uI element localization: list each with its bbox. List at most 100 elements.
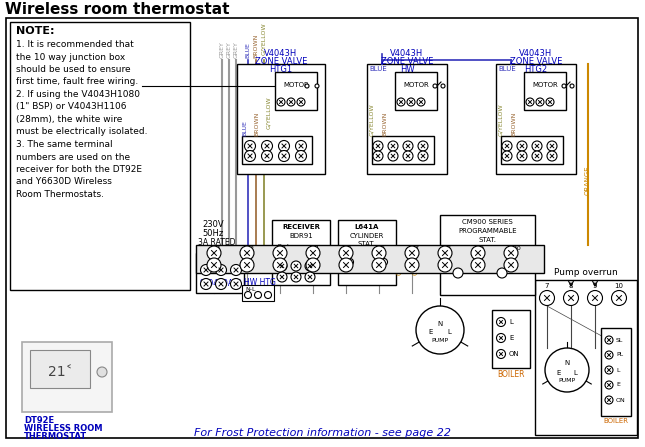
- Circle shape: [372, 246, 386, 260]
- Text: NOTE:: NOTE:: [16, 26, 54, 36]
- Text: 3: 3: [282, 246, 286, 251]
- Bar: [242, 136, 312, 164]
- Bar: [535, 280, 637, 435]
- Text: ON: ON: [616, 397, 626, 402]
- Circle shape: [397, 98, 405, 106]
- Bar: [242, 285, 274, 301]
- Circle shape: [244, 140, 255, 152]
- Circle shape: [230, 278, 241, 290]
- Circle shape: [291, 272, 301, 282]
- Text: E: E: [557, 370, 561, 376]
- Bar: [22, 342, 112, 412]
- Circle shape: [416, 306, 464, 354]
- Circle shape: [279, 140, 290, 152]
- Circle shape: [277, 98, 285, 106]
- Text: BLUE: BLUE: [369, 66, 387, 72]
- Text: 9: 9: [480, 246, 484, 251]
- Circle shape: [339, 246, 353, 260]
- Circle shape: [547, 151, 557, 161]
- Circle shape: [605, 336, 613, 344]
- Text: G/YELLOW: G/YELLOW: [261, 22, 266, 55]
- Circle shape: [373, 141, 383, 151]
- Text: ZONE VALVE: ZONE VALVE: [255, 57, 307, 66]
- Circle shape: [240, 246, 254, 260]
- Circle shape: [562, 84, 566, 88]
- Text: HW: HW: [400, 65, 414, 74]
- Circle shape: [255, 291, 261, 299]
- Text: G/YELLOW: G/YELLOW: [266, 97, 272, 129]
- Text: and Y6630D Wireless: and Y6630D Wireless: [16, 177, 112, 186]
- Bar: [524, 72, 566, 110]
- Circle shape: [418, 141, 428, 151]
- Text: first time, fault free wiring.: first time, fault free wiring.: [16, 77, 138, 87]
- Circle shape: [438, 258, 452, 272]
- Text: E: E: [509, 335, 513, 341]
- Text: G/YELLOW: G/YELLOW: [499, 103, 504, 136]
- Circle shape: [497, 317, 506, 326]
- Circle shape: [315, 84, 319, 88]
- Text: 50Hz: 50Hz: [202, 229, 223, 238]
- Circle shape: [305, 272, 315, 282]
- Bar: [440, 215, 535, 295]
- Text: CYLINDER: CYLINDER: [350, 233, 384, 239]
- Circle shape: [536, 98, 544, 106]
- Text: ZONE VALVE: ZONE VALVE: [510, 57, 562, 66]
- Text: BOILER: BOILER: [604, 418, 628, 424]
- Text: E: E: [616, 383, 620, 388]
- Circle shape: [441, 84, 445, 88]
- Circle shape: [438, 246, 452, 260]
- Text: N-L: N-L: [245, 287, 255, 292]
- Text: GREY: GREY: [226, 41, 232, 58]
- Circle shape: [297, 98, 305, 106]
- Text: PROGRAMMABLE: PROGRAMMABLE: [458, 228, 517, 234]
- Bar: [272, 220, 330, 285]
- Circle shape: [405, 258, 419, 272]
- Text: GREY: GREY: [219, 41, 224, 58]
- Circle shape: [532, 151, 542, 161]
- Circle shape: [97, 367, 107, 377]
- Circle shape: [504, 246, 518, 260]
- Circle shape: [539, 291, 555, 305]
- Text: HW HTG: HW HTG: [244, 278, 276, 287]
- Text: receiver for both the DT92E: receiver for both the DT92E: [16, 165, 142, 174]
- Text: 8: 8: [447, 246, 451, 251]
- Circle shape: [471, 258, 485, 272]
- Text: DT92E: DT92E: [24, 416, 54, 425]
- Bar: [275, 72, 317, 110]
- Circle shape: [388, 141, 398, 151]
- Circle shape: [201, 265, 212, 275]
- Circle shape: [215, 265, 226, 275]
- Bar: [237, 64, 325, 174]
- Circle shape: [403, 151, 413, 161]
- Circle shape: [504, 258, 518, 272]
- Text: A: A: [455, 253, 461, 262]
- Text: PUMP: PUMP: [559, 379, 575, 384]
- Circle shape: [273, 258, 287, 272]
- Text: C: C: [391, 259, 396, 265]
- Circle shape: [605, 396, 613, 404]
- Circle shape: [605, 381, 613, 389]
- Bar: [372, 136, 434, 164]
- Text: L: L: [616, 367, 619, 372]
- Circle shape: [346, 258, 353, 266]
- Circle shape: [570, 84, 574, 88]
- Text: V4043H: V4043H: [390, 49, 424, 58]
- Text: CM900 SERIES: CM900 SERIES: [462, 219, 513, 225]
- Text: Pump overrun: Pump overrun: [554, 268, 618, 277]
- Bar: [601, 328, 631, 416]
- Circle shape: [381, 258, 388, 266]
- Circle shape: [244, 151, 255, 161]
- Circle shape: [306, 258, 320, 272]
- Text: ORANGE: ORANGE: [413, 245, 419, 274]
- Text: THERMOSTAT: THERMOSTAT: [24, 432, 87, 441]
- Text: SL: SL: [616, 337, 623, 342]
- Bar: [10, 22, 190, 290]
- Text: ZONE VALVE: ZONE VALVE: [381, 57, 433, 66]
- Text: For Frost Protection information - see page 22: For Frost Protection information - see p…: [194, 428, 450, 438]
- Circle shape: [261, 151, 272, 161]
- Bar: [30, 350, 90, 388]
- Text: G/YELLOW: G/YELLOW: [370, 103, 375, 136]
- Text: 1: 1: [216, 246, 220, 251]
- Bar: [367, 64, 447, 174]
- Circle shape: [339, 258, 353, 272]
